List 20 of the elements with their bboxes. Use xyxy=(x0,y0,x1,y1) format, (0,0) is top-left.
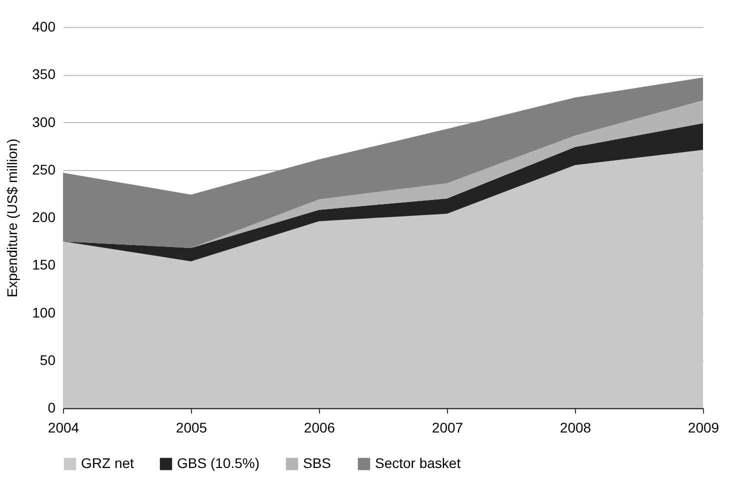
y-tick-label: 200 xyxy=(32,209,56,225)
y-axis-title: Expenditure (US$ million) xyxy=(4,138,20,298)
x-tick-label: 2004 xyxy=(48,420,80,436)
y-tick-label: 0 xyxy=(48,400,56,416)
y-tick-label: 100 xyxy=(32,304,56,320)
y-tick-label: 300 xyxy=(32,114,56,130)
x-tick-label: 2007 xyxy=(432,420,464,436)
y-tick-label: 50 xyxy=(40,352,56,368)
y-tick-label: 400 xyxy=(32,18,56,34)
legend-label: GBS (10.5%) xyxy=(177,455,260,471)
y-tick-label: 250 xyxy=(32,161,56,178)
x-tick-label: 2005 xyxy=(176,420,208,436)
legend-label: Sector basket xyxy=(375,455,461,471)
x-tick-label: 2008 xyxy=(560,420,592,436)
legend-label: SBS xyxy=(303,455,332,471)
y-tick-label: 350 xyxy=(32,66,56,82)
x-tick-label: 2006 xyxy=(304,420,336,436)
x-tick-label: 2009 xyxy=(688,420,720,436)
y-tick-label: 150 xyxy=(32,256,56,273)
legend-label: GRZ net xyxy=(81,455,134,471)
